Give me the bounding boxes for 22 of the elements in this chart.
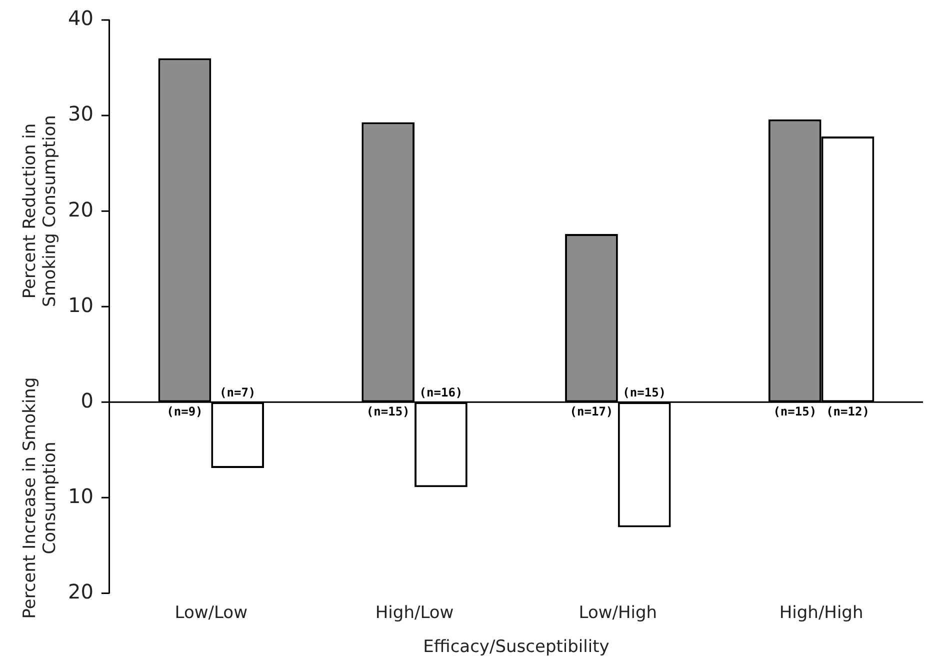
annotation: (n=12)	[826, 404, 870, 418]
annotation: (n=15)	[366, 404, 410, 418]
annotation: (n=7)	[220, 385, 256, 400]
x-tick-label: High/Low	[375, 602, 454, 623]
annotation: (n=9)	[166, 404, 203, 418]
annotation: (n=15)	[622, 385, 666, 400]
y-tick-label: 30	[68, 102, 94, 126]
y-tick-label: 20	[68, 579, 94, 604]
y-tick-label: 10	[68, 292, 94, 317]
y-tick-label: 20	[68, 197, 94, 222]
annotation: (n=15)	[773, 404, 817, 418]
y-tick-label: 0	[80, 388, 94, 412]
annotation: (n=17)	[570, 404, 614, 418]
x-axis-title: Efficacy/Susceptibility	[423, 637, 610, 658]
y-tick-label: 10	[68, 484, 94, 508]
x-tick-label: Low/Low	[174, 602, 248, 623]
annotation: (n=16)	[419, 385, 463, 400]
x-tick-label: High/High	[779, 602, 864, 623]
x-tick-label: Low/High	[578, 602, 658, 623]
y-axis-title: Percent Reduction in Smoking Consumption	[20, 114, 60, 310]
y-tick-label: 40	[68, 6, 94, 30]
text: Percent Increase in Smoking Consumption	[20, 376, 60, 620]
